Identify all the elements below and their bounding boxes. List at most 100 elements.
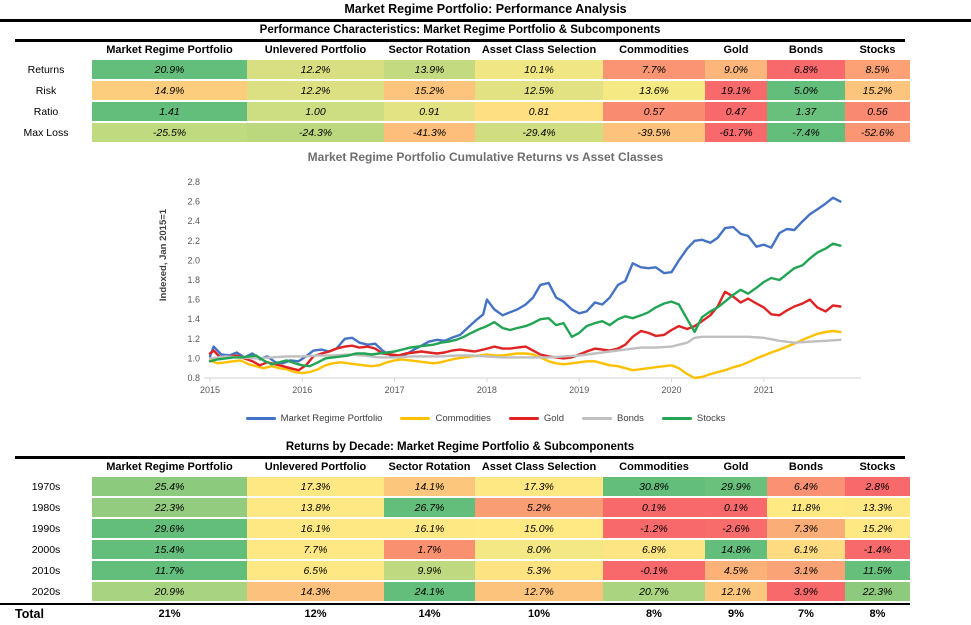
row-label: 2010s xyxy=(0,561,92,580)
metric-cell: 22.3% xyxy=(92,498,247,517)
y-tick-label: 2.4 xyxy=(187,216,200,226)
row-label: Ratio xyxy=(0,102,92,121)
column-header: Bonds xyxy=(788,461,824,473)
metric-cell: -1.4% xyxy=(845,540,910,559)
legend-item: Commodities xyxy=(400,413,491,424)
table2-divider xyxy=(15,456,905,459)
metric-cell: 17.3% xyxy=(475,477,603,496)
metric-cell: 12.1% xyxy=(705,582,767,601)
table1-header-row: Market Regime Portfolio Unlevered Portfol… xyxy=(0,43,910,58)
x-tick-label: 2021 xyxy=(754,385,774,395)
metric-cell: -52.6% xyxy=(845,123,910,142)
row-label: 2000s xyxy=(0,540,92,559)
metric-cell: 7.3% xyxy=(767,519,845,538)
metric-cell: 1.41 xyxy=(92,102,247,121)
legend-item: Bonds xyxy=(581,413,644,424)
chart-legend: Market Regime Portfolio Commodities Gold Bo… xyxy=(0,413,971,424)
total-value: 8% xyxy=(603,603,705,623)
metric-cell: -25.5% xyxy=(92,123,247,142)
metric-cell: 5.3% xyxy=(475,561,603,580)
page-title: Market Regime Portfolio: Performance Ana… xyxy=(344,2,627,16)
table-row: Max Loss -25.5% -24.3% -41.3% -29.4% -39.5% -6… xyxy=(0,123,910,142)
metric-cell: 14.1% xyxy=(384,477,475,496)
total-value: 8% xyxy=(845,603,910,623)
column-header: Market Regime Portfolio xyxy=(106,461,233,473)
metric-cell: 7.7% xyxy=(247,540,384,559)
metric-cell: 14.9% xyxy=(92,81,247,100)
column-header: Commodities xyxy=(619,461,689,473)
legend-item: Stocks xyxy=(661,413,725,424)
column-header: Gold xyxy=(723,461,749,473)
column-header: Asset Class Selection xyxy=(481,461,597,473)
metric-cell: 6.5% xyxy=(247,561,384,580)
column-header: Asset Class Selection xyxy=(481,44,597,56)
total-value: 9% xyxy=(705,603,767,623)
y-tick-label: 1.4 xyxy=(187,314,200,324)
metric-cell: 13.9% xyxy=(384,60,475,79)
x-tick-label: 2020 xyxy=(661,385,681,395)
metric-cell: -24.3% xyxy=(247,123,384,142)
metric-cell: 8.0% xyxy=(475,540,603,559)
row-label: 2020s xyxy=(0,582,92,601)
metric-cell: 11.5% xyxy=(845,561,910,580)
column-header: Sector Rotation xyxy=(388,44,471,56)
metric-cell: 0.57 xyxy=(603,102,705,121)
table-row: Ratio 1.41 1.00 0.91 0.81 0.57 0.47 1.37 0.56 xyxy=(0,102,910,121)
metric-cell: 2.8% xyxy=(845,477,910,496)
table-row: 2010s 11.7% 6.5% 9.9% 5.3% -0.1% 4.5% 3.1% 11.5% xyxy=(0,561,910,580)
column-header: Market Regime Portfolio xyxy=(106,44,233,56)
metric-cell: 14.3% xyxy=(247,582,384,601)
row-label: 1980s xyxy=(0,498,92,517)
metric-cell: 20.7% xyxy=(603,582,705,601)
column-header: Sector Rotation xyxy=(388,461,471,473)
title-divider xyxy=(0,19,971,22)
metric-cell: 13.3% xyxy=(845,498,910,517)
series-line-market-regime-portfolio xyxy=(208,196,842,365)
metric-cell: 15.0% xyxy=(475,519,603,538)
x-tick-label: 2018 xyxy=(477,385,497,395)
metric-cell: 29.9% xyxy=(705,477,767,496)
metric-cell: 0.91 xyxy=(384,102,475,121)
legend-label: Bonds xyxy=(616,413,644,424)
column-header: Unlevered Portfolio xyxy=(264,461,367,473)
legend-label: Gold xyxy=(543,413,564,424)
row-label: 1970s xyxy=(0,477,92,496)
series-line-commodities xyxy=(208,329,842,380)
metric-cell: 15.4% xyxy=(92,540,247,559)
metric-cell: 0.81 xyxy=(475,102,603,121)
metric-cell: -39.5% xyxy=(603,123,705,142)
metric-cell: 11.7% xyxy=(92,561,247,580)
metric-cell: -2.6% xyxy=(705,519,767,538)
corner-cell xyxy=(0,460,92,475)
metric-cell: 0.1% xyxy=(603,498,705,517)
legend-item: Market Regime Portfolio xyxy=(245,413,382,424)
column-header: Stocks xyxy=(859,44,896,56)
metric-cell: 4.5% xyxy=(705,561,767,580)
metric-cell: 11.8% xyxy=(767,498,845,517)
metric-cell: -0.1% xyxy=(603,561,705,580)
metric-cell: 0.47 xyxy=(705,102,767,121)
x-tick-label: 2016 xyxy=(292,385,312,395)
y-tick-label: 2.2 xyxy=(187,236,200,246)
returns-by-decade-table: Market Regime Portfolio Unlevered Portfol… xyxy=(0,458,910,625)
performance-characteristics-table: Market Regime Portfolio Unlevered Portfol… xyxy=(0,41,910,144)
legend-swatch xyxy=(245,416,276,421)
legend-item: Gold xyxy=(508,413,564,424)
metric-cell: -61.7% xyxy=(705,123,767,142)
metric-cell: 6.8% xyxy=(767,60,845,79)
total-value: 14% xyxy=(384,603,475,623)
row-label: Risk xyxy=(0,81,92,100)
y-tick-label: 1.0 xyxy=(187,353,200,363)
metric-cell: 5.0% xyxy=(767,81,845,100)
legend-swatch xyxy=(400,416,431,421)
column-header: Gold xyxy=(723,44,749,56)
corner-cell xyxy=(0,43,92,58)
y-tick-label: 1.6 xyxy=(187,295,200,305)
metric-cell: 15.2% xyxy=(845,519,910,538)
series-line-stocks xyxy=(208,242,842,368)
table-row: 1970s 25.4% 17.3% 14.1% 17.3% 30.8% 29.9% 6.4% 2… xyxy=(0,477,910,496)
metric-cell: -29.4% xyxy=(475,123,603,142)
table-row: 1990s 29.6% 16.1% 16.1% 15.0% -1.2% -2.6% 7.3% 1… xyxy=(0,519,910,538)
row-label: Max Loss xyxy=(0,123,92,142)
